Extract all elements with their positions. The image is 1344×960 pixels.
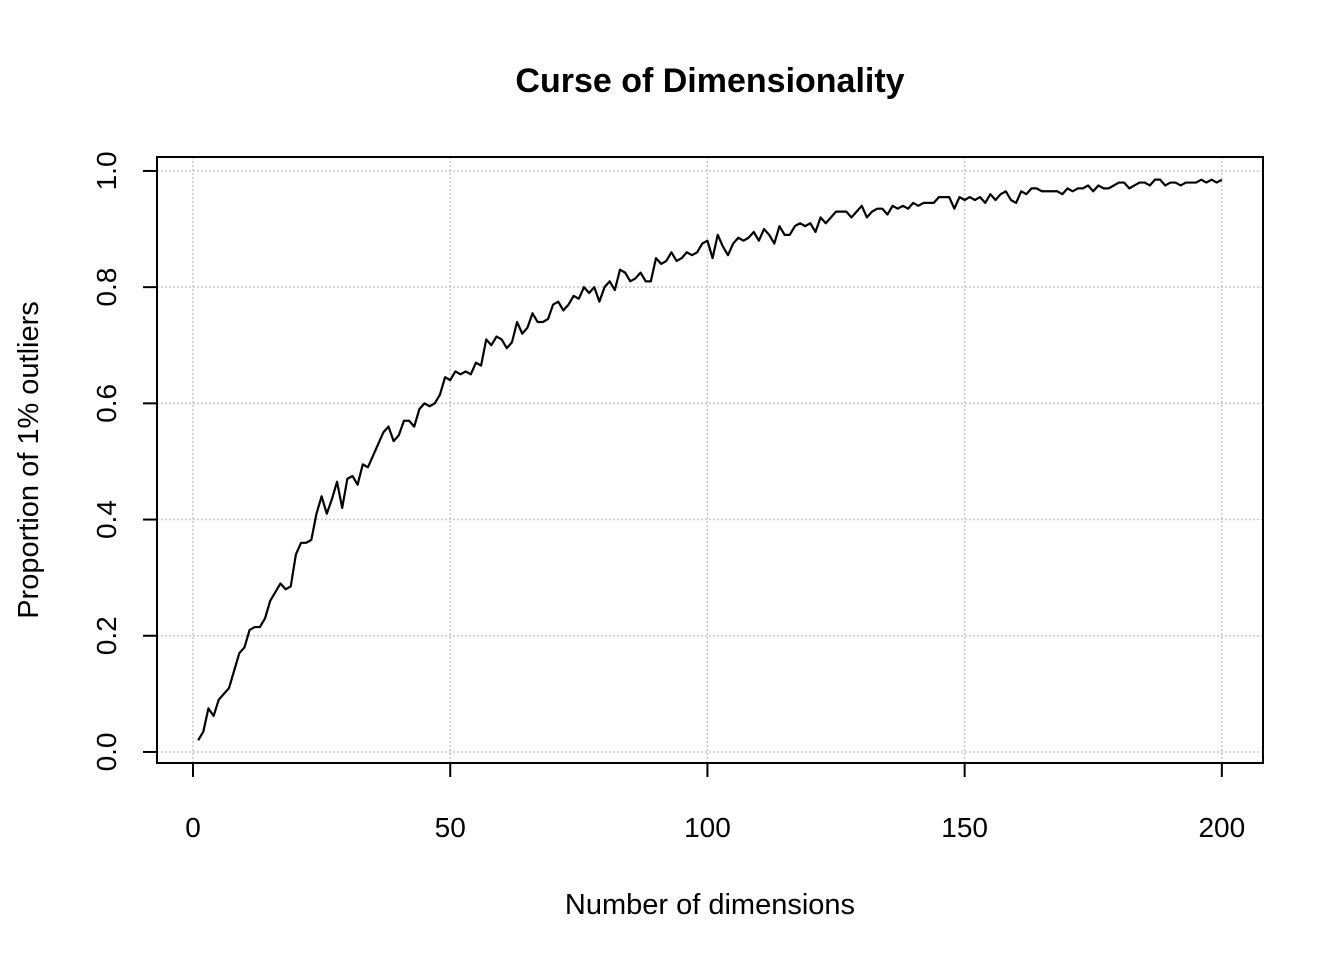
y-tick-label: 0.0	[91, 732, 122, 771]
chart-title: Curse of Dimensionality	[515, 62, 904, 100]
x-tick-label: 150	[941, 812, 988, 843]
y-tick-label: 0.6	[91, 384, 122, 423]
y-tick-label: 1.0	[91, 151, 122, 190]
x-tick-label: 100	[684, 812, 731, 843]
x-axis-label: Number of dimensions	[565, 889, 855, 921]
plot-frame	[156, 156, 1264, 764]
x-tick-label: 50	[435, 812, 466, 843]
y-tick-label: 0.2	[91, 616, 122, 655]
data-line	[197, 178, 1223, 741]
y-axis-label: Proportion of 1% outliers	[13, 301, 45, 619]
y-tick-label: 0.4	[91, 500, 122, 539]
x-tick-label: 200	[1198, 812, 1245, 843]
y-tick-label: 0.8	[91, 268, 122, 307]
x-tick-label: 0	[185, 812, 201, 843]
